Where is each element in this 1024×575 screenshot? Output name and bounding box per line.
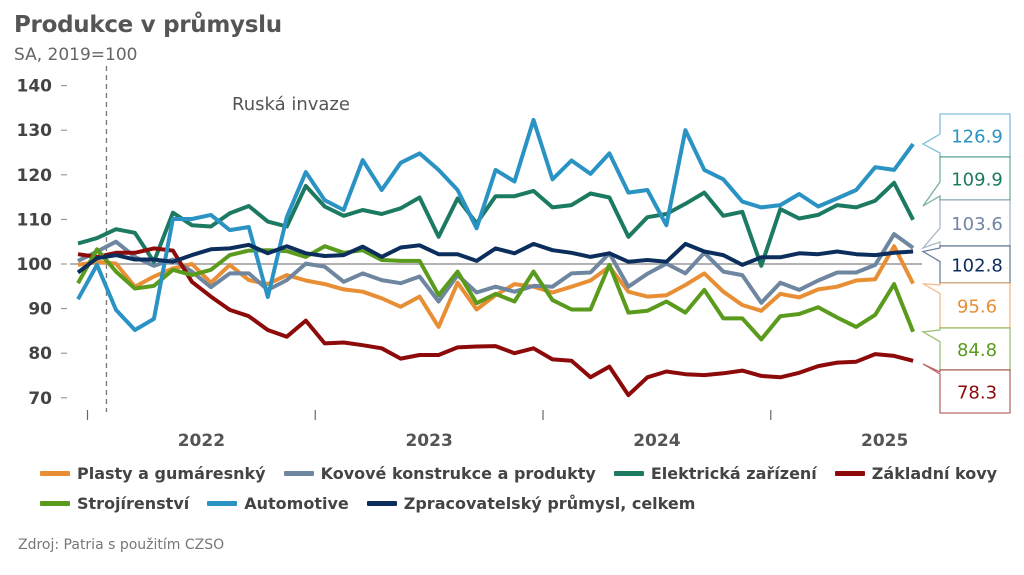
legend-item-strojirenstvi: Strojírenství bbox=[40, 494, 189, 513]
y-tick-label: 130 bbox=[17, 121, 53, 141]
y-tick-label: 140 bbox=[17, 77, 53, 97]
legend-swatch bbox=[366, 500, 397, 506]
callout-box bbox=[922, 156, 1011, 207]
legend-label: Plasty a gumáresnký bbox=[77, 463, 266, 483]
last-value-callouts: 126.9 109.9 103.6 102.8 95.6 84.8 78.3 bbox=[920, 113, 1011, 414]
callout-box bbox=[920, 199, 1011, 250]
callout-value: 78.3 bbox=[957, 383, 997, 404]
chart-title: Produkce v průmyslu bbox=[14, 12, 282, 38]
series-line-stroj-renstv- bbox=[76, 244, 915, 342]
legend-row: Plasty a gumáresnký Kovové konstrukce a … bbox=[40, 458, 1009, 488]
legend-label: Automotive bbox=[244, 493, 349, 513]
series-line-kovov-konstrukce-a-produkty bbox=[77, 232, 915, 305]
callout-box bbox=[921, 245, 1011, 284]
legend-swatch bbox=[283, 470, 314, 476]
legend-label: Elektrická zařízení bbox=[650, 463, 817, 483]
legend-label: Strojírenství bbox=[77, 493, 190, 513]
callout-box bbox=[921, 113, 1011, 158]
legend-item-elektricka: Elektrická zařízení bbox=[613, 463, 817, 483]
callout-value: 102.8 bbox=[951, 256, 1003, 277]
legend-swatch bbox=[40, 500, 70, 506]
x-tick-label: 2022 bbox=[178, 431, 225, 451]
legend-swatch bbox=[40, 470, 70, 476]
callout-box bbox=[922, 282, 1011, 329]
x-tick-label: 2025 bbox=[861, 431, 908, 451]
legend-swatch bbox=[613, 470, 644, 476]
legend-label: Kovové konstrukce a produkty bbox=[320, 463, 596, 483]
source-note: Zdroj: Patria s použitím CZSO bbox=[18, 537, 225, 553]
legend-item-zpracovatelsky: Zpracovatelský průmysl, celkem bbox=[366, 493, 696, 513]
legend-item-plasty: Plasty a gumáresnký bbox=[40, 464, 266, 483]
series-line-z-kladn-kovy bbox=[77, 246, 914, 398]
y-tick-label: 100 bbox=[17, 255, 53, 275]
callout-box bbox=[920, 327, 1011, 371]
legend-item-kovove: Kovové konstrukce a produkty bbox=[283, 463, 596, 483]
series-line-automotive bbox=[76, 117, 915, 332]
invasion-annotation: Ruská invaze bbox=[232, 94, 350, 115]
legend-row: Strojírenství Automotive Zpracovatelský … bbox=[40, 488, 1009, 518]
y-tick-label: 80 bbox=[28, 344, 52, 364]
y-tick-label: 120 bbox=[17, 166, 53, 186]
callout-value: 84.8 bbox=[957, 340, 997, 361]
series-lines bbox=[76, 117, 915, 398]
callout-value: 95.6 bbox=[957, 297, 997, 318]
legend-label: Zpracovatelský průmysl, celkem bbox=[403, 493, 696, 513]
x-tick-label: 2023 bbox=[405, 431, 452, 451]
x-tick-label: 2024 bbox=[633, 431, 680, 451]
axes: 70 80 90 100 110 120 130 140 2022 2023 2024 2025 Rus… bbox=[17, 66, 922, 451]
legend-label: Základní kovy bbox=[871, 463, 998, 483]
legend-swatch bbox=[834, 470, 865, 476]
callout-value: 109.9 bbox=[951, 170, 1003, 191]
callout-value: 126.9 bbox=[951, 127, 1003, 148]
y-tick-label: 110 bbox=[17, 210, 53, 230]
legend-item-automotive: Automotive bbox=[207, 494, 349, 513]
callout-box bbox=[922, 363, 1011, 414]
y-tick-label: 70 bbox=[28, 389, 52, 409]
chart-subtitle: SA, 2019=100 bbox=[14, 45, 138, 65]
callout-value: 103.6 bbox=[951, 214, 1003, 235]
legend-item-zakladni-kovy: Základní kovy bbox=[834, 463, 998, 483]
y-tick-label: 90 bbox=[28, 300, 52, 320]
series-line-zpracovatelsk-pr-mysl-celkem bbox=[76, 241, 914, 275]
legend: Plasty a gumáresnký Kovové konstrukce a … bbox=[40, 458, 1009, 518]
legend-swatch bbox=[207, 500, 238, 506]
